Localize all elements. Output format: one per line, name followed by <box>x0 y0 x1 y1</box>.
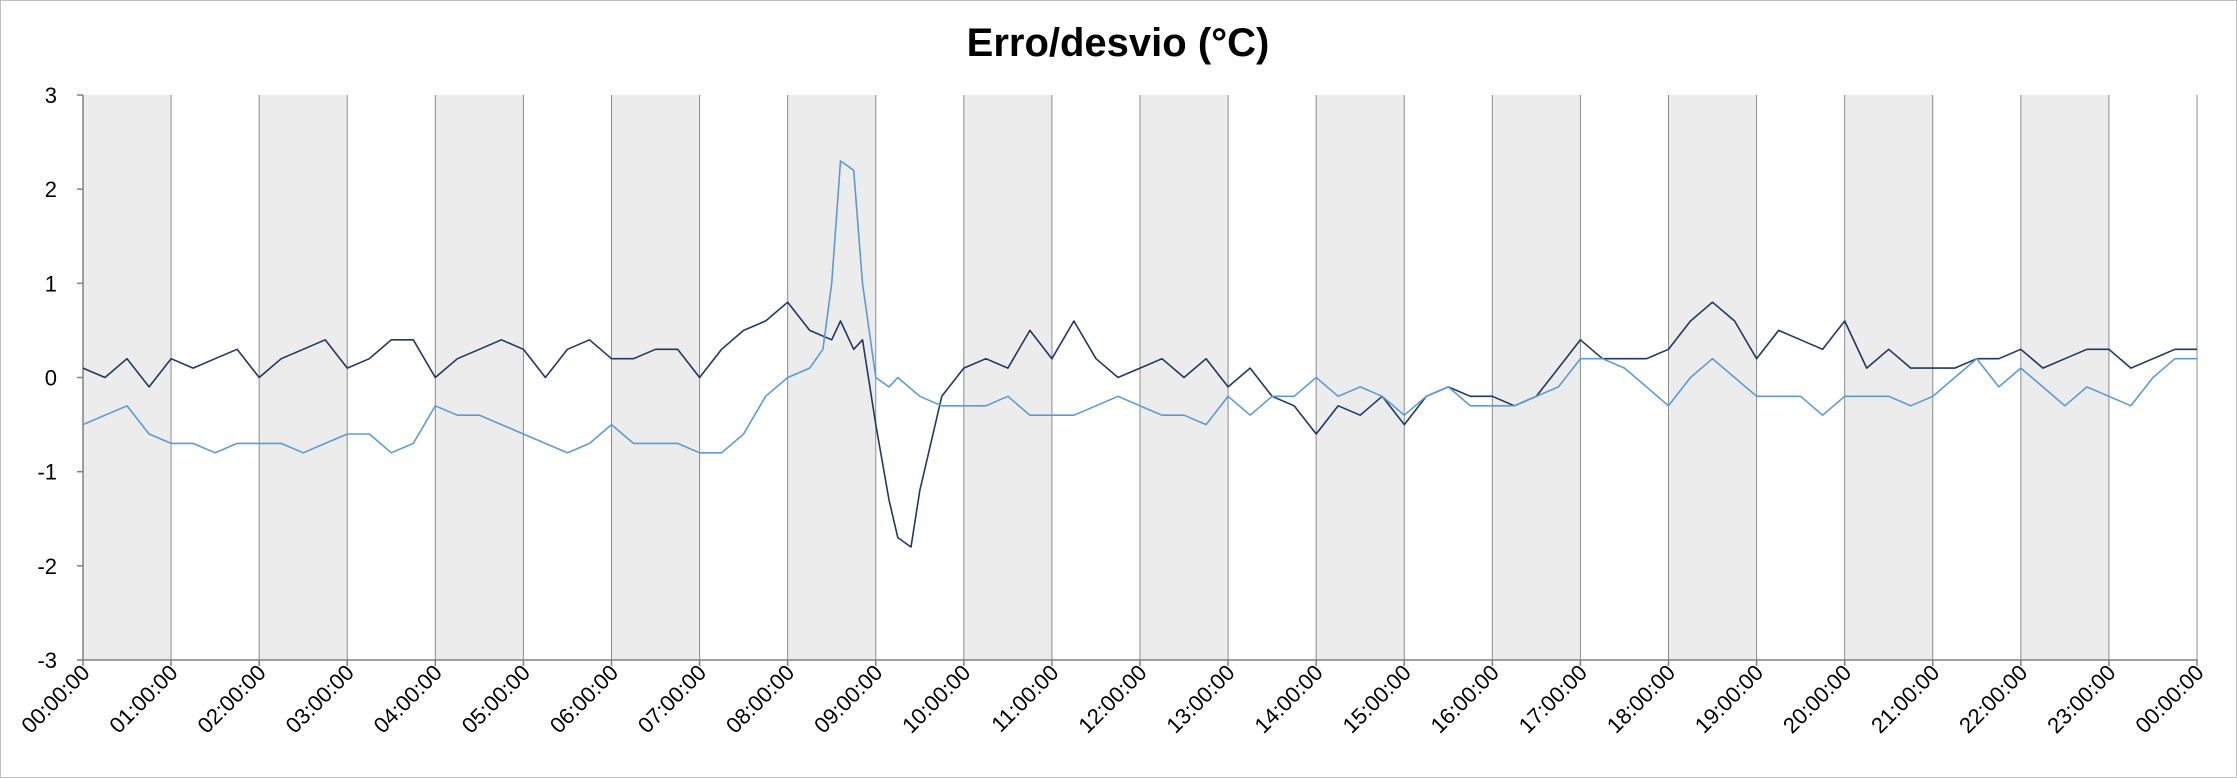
y-tick-label: 0 <box>45 366 57 391</box>
chart-title: Erro/desvio (°C) <box>967 21 1270 65</box>
x-tick-labels: 00:00:00 01:00:00 02:00:00 03:00:00 04:00:00… <box>16 660 2208 738</box>
axes <box>77 94 2198 666</box>
x-tick-label: 10:00:00 <box>897 660 975 738</box>
y-tick-label: -1 <box>37 460 57 485</box>
x-tick-label: 06:00:00 <box>545 660 623 738</box>
shaded-band <box>1492 95 1581 660</box>
shaded-band <box>83 95 172 660</box>
shaded-band <box>1316 95 1405 660</box>
x-tick-label: 13:00:00 <box>1161 660 1239 738</box>
y-tick-label: -2 <box>37 554 57 579</box>
x-tick-label: 12:00:00 <box>1073 660 1151 738</box>
x-tick-label: 16:00:00 <box>1426 660 1504 738</box>
y-tick-labels: -3 -2 -1 0 1 2 3 <box>37 83 57 673</box>
shaded-band <box>963 95 1052 660</box>
x-tick-label: 07:00:00 <box>633 660 711 738</box>
shaded-hour-bands <box>83 95 2109 660</box>
x-tick-label: 21:00:00 <box>1866 660 1944 738</box>
x-tick-label: 01:00:00 <box>104 660 182 738</box>
x-tick-label: 09:00:00 <box>809 660 887 738</box>
shaded-band <box>2020 95 2109 660</box>
x-tick-label: 17:00:00 <box>1514 660 1592 738</box>
x-tick-label: 22:00:00 <box>1954 660 2032 738</box>
shaded-band <box>787 95 876 660</box>
x-tick-label: 08:00:00 <box>721 660 799 738</box>
x-tick-label: 00:00:00 <box>2130 660 2208 738</box>
x-tick-label: 03:00:00 <box>281 660 359 738</box>
x-tick-label: 20:00:00 <box>1778 660 1856 738</box>
shaded-band <box>611 95 700 660</box>
x-tick-label: 23:00:00 <box>2042 660 2120 738</box>
x-tick-label: 19:00:00 <box>1690 660 1768 738</box>
series-line-1 <box>82 301 2197 548</box>
y-tick-label: 3 <box>45 83 57 108</box>
shaded-band <box>435 95 524 660</box>
shaded-band <box>259 95 348 660</box>
x-tick-label: 11:00:00 <box>986 660 1063 737</box>
y-tick-label: 2 <box>45 177 57 202</box>
shaded-band <box>1844 95 1933 660</box>
y-tick-label: 1 <box>45 271 57 296</box>
x-tick-label: 18:00:00 <box>1602 660 1680 738</box>
shaded-band <box>1668 95 1757 660</box>
series-line-2 <box>82 160 2197 454</box>
x-tick-label: 14:00:00 <box>1249 660 1327 738</box>
x-tick-label: 02:00:00 <box>192 660 270 738</box>
series-lines <box>82 160 2197 548</box>
x-tick-label: 05:00:00 <box>457 660 535 738</box>
x-tick-label: 15:00:00 <box>1338 660 1416 738</box>
y-tick-label: -3 <box>37 648 57 673</box>
x-tick-label: 04:00:00 <box>369 660 447 738</box>
